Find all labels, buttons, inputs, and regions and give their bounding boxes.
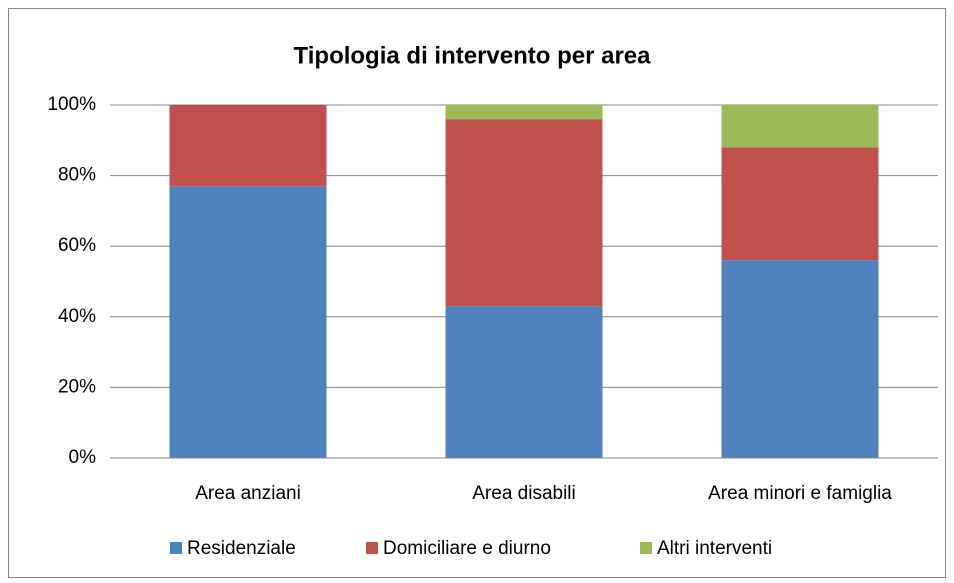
bar-segment (721, 147, 879, 261)
bar-segment (169, 186, 327, 458)
legend-swatch (170, 542, 182, 554)
bar-segment (721, 260, 879, 458)
x-tick-label: Area disabili (472, 483, 576, 504)
legend-swatch (366, 542, 378, 554)
legend-label: Residenziale (187, 538, 296, 559)
y-tick-label: 40% (58, 306, 96, 327)
y-tick-label: 0% (69, 447, 97, 468)
bar-segment (445, 105, 603, 120)
bar-segment (445, 306, 603, 458)
y-tick-label: 80% (58, 165, 96, 186)
bar-segment (445, 119, 603, 307)
x-tick-label: Area minori e famiglia (708, 483, 892, 504)
bar-segment (169, 105, 327, 187)
legend-label: Altri interventi (657, 538, 772, 559)
x-tick-label: Area anziani (195, 483, 301, 504)
bar-segment (721, 105, 879, 148)
chart-title: Tipologia di intervento per area (294, 42, 652, 69)
y-tick-label: 60% (58, 235, 96, 256)
y-tick-label: 20% (58, 376, 96, 397)
y-tick-label: 100% (47, 94, 96, 115)
legend-label: Domiciliare e diurno (383, 538, 551, 559)
legend-swatch (640, 542, 652, 554)
